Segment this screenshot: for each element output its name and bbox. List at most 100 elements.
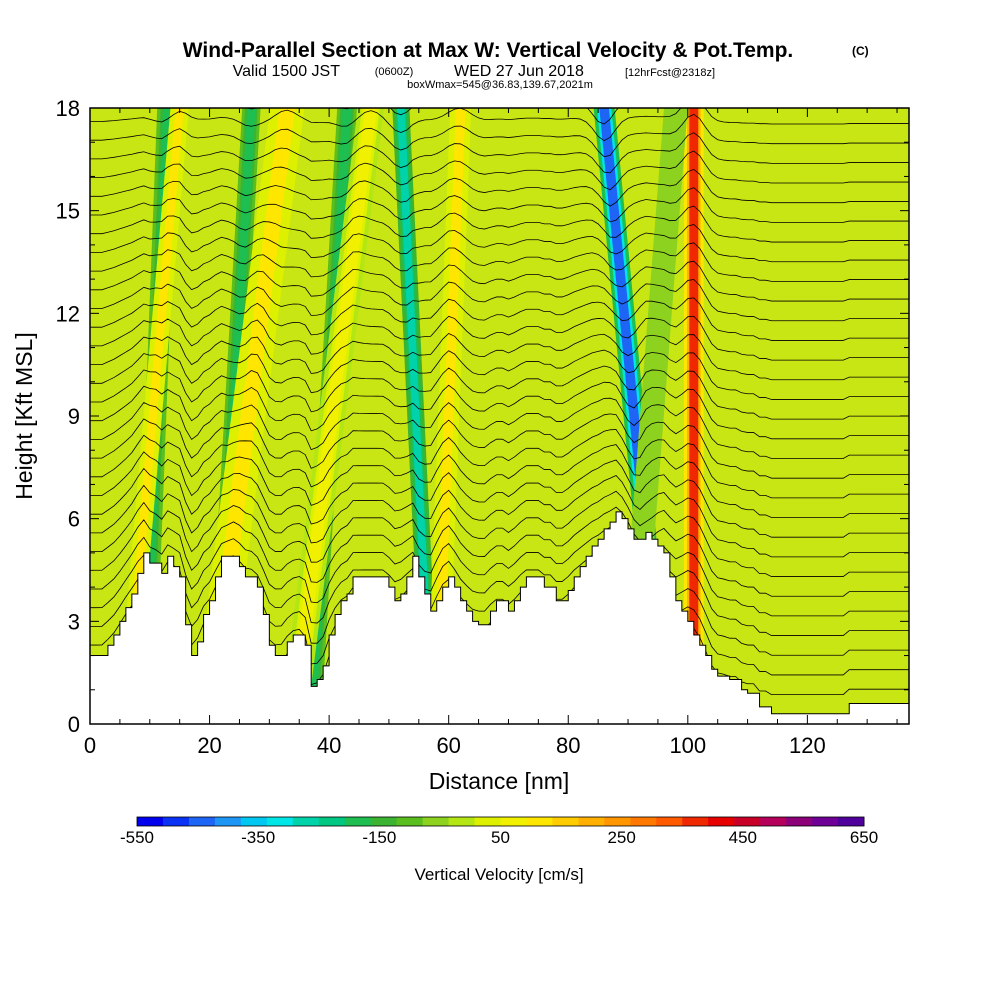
y-axis: 0 3 6 9 12 15 18 [56, 96, 909, 737]
colorbar-swatch [344, 817, 372, 826]
colorbar-swatch [656, 817, 683, 826]
isentrope-line [90, 113, 909, 158]
colorbar-swatch [396, 817, 424, 826]
valid-date: WED 27 Jun 2018 [454, 63, 584, 80]
isentropes [90, 108, 909, 696]
colorbar-swatch [370, 817, 398, 826]
x-tick-label: 80 [556, 733, 580, 758]
isentrope-line [90, 349, 909, 400]
colorbar-tick-label: 450 [729, 828, 757, 847]
colorbar-tick-label: 50 [491, 828, 510, 847]
isentrope-line [90, 108, 909, 142]
isentrope-line [90, 279, 909, 322]
velocity-band [287, 108, 377, 724]
isentrope-line [90, 475, 909, 558]
velocity-band [396, 108, 435, 724]
colorbar-swatch [786, 817, 813, 826]
colorbar-swatch [266, 817, 294, 826]
colorbar-tick-label: 650 [850, 828, 878, 847]
colorbar-swatch [708, 817, 735, 826]
x-tick-label: 0 [84, 733, 96, 758]
isentrope-line [90, 365, 909, 420]
x-tick-label: 40 [317, 733, 341, 758]
isentrope-line [90, 333, 909, 381]
isentrope-line [90, 397, 909, 459]
isentrope-line [90, 150, 909, 191]
isentrope-line [90, 444, 909, 518]
colorbar-swatch [630, 817, 657, 826]
colorbar-swatch [578, 817, 605, 826]
isentrope-line [90, 224, 909, 263]
y-axis-label: Height [Kft MSL] [11, 332, 37, 499]
y-tick-label: 3 [68, 609, 80, 634]
isentrope-line [90, 205, 909, 243]
isentrope-line [90, 381, 909, 440]
colorbar-swatch [448, 817, 476, 826]
colorbar-swatch [604, 817, 631, 826]
colorbar-swatch [474, 817, 501, 826]
isentrope-line [90, 315, 909, 361]
colorbar-swatch [188, 817, 216, 826]
isentrope-line [90, 490, 909, 577]
plot-area [90, 108, 909, 724]
isentrope-line [90, 168, 909, 207]
y-tick-label: 18 [56, 96, 80, 121]
isentrope-line [90, 187, 909, 223]
y-tick-label: 15 [56, 199, 80, 224]
velocity-band [689, 108, 699, 724]
x-axis: 0 20 40 60 80 100 120 [84, 108, 898, 758]
isentrope-line [90, 522, 909, 617]
isentrope-line [90, 297, 909, 341]
y-tick-label: 0 [68, 712, 80, 737]
colorbar-swatch [812, 817, 839, 826]
colorbar-swatch [240, 817, 268, 826]
colorbar-swatch [292, 817, 320, 826]
forecast-info: [12hrFcst@2318z] [625, 67, 715, 79]
colorbar [136, 816, 865, 827]
x-tick-label: 100 [669, 733, 706, 758]
terrain [90, 511, 909, 724]
colorbar-ticks: -550 -350 -150 50 250 450 650 [120, 828, 878, 847]
colorbar-swatch [422, 817, 450, 826]
isentrope-line [90, 260, 909, 302]
x-tick-label: 120 [789, 733, 826, 758]
colorbar-swatch [500, 817, 527, 826]
isentrope-line [90, 459, 909, 538]
colorbar-tick-label: -150 [362, 828, 396, 847]
x-tick-label: 60 [436, 733, 460, 758]
colorbar-tick-label: 250 [607, 828, 635, 847]
colorbar-swatch [137, 817, 164, 826]
colorbar-swatch [760, 817, 787, 826]
isentrope-line [90, 132, 909, 174]
isentrope-line [90, 242, 909, 282]
colorbar-swatch [552, 817, 579, 826]
colorbar-swatch [318, 817, 346, 826]
valid-zulu: (0600Z) [375, 66, 414, 78]
velocity-band [431, 108, 466, 724]
chart-title: Wind-Parallel Section at Max W: Vertical… [183, 39, 794, 62]
colorbar-label: Vertical Velocity [cm/s] [414, 865, 583, 884]
chart-title-suffix: (C) [852, 44, 869, 58]
x-tick-label: 20 [197, 733, 221, 758]
y-tick-label: 12 [56, 301, 80, 326]
box-wmax-info: boxWmax=545@36.83,139.67,2021m [407, 79, 593, 91]
x-axis-label: Distance [nm] [429, 768, 570, 794]
colorbar-swatch [734, 817, 761, 826]
isentrope-line [90, 413, 909, 479]
y-tick-label: 6 [68, 507, 80, 532]
velocity-band [121, 108, 184, 724]
colorbar-swatch [526, 817, 553, 826]
isentrope-line [90, 506, 909, 597]
colorbar-frame [136, 816, 865, 827]
colorbar-tick-label: -550 [120, 828, 154, 847]
y-tick-label: 9 [68, 404, 80, 429]
colorbar-tick-label: -350 [241, 828, 275, 847]
valid-time: Valid 1500 JST [233, 63, 341, 80]
colorbar-swatch [162, 817, 190, 826]
colorbar-swatch [214, 817, 242, 826]
colorbar-swatch [682, 817, 709, 826]
colorbar-swatch [838, 817, 865, 826]
isentrope-line [90, 429, 909, 499]
